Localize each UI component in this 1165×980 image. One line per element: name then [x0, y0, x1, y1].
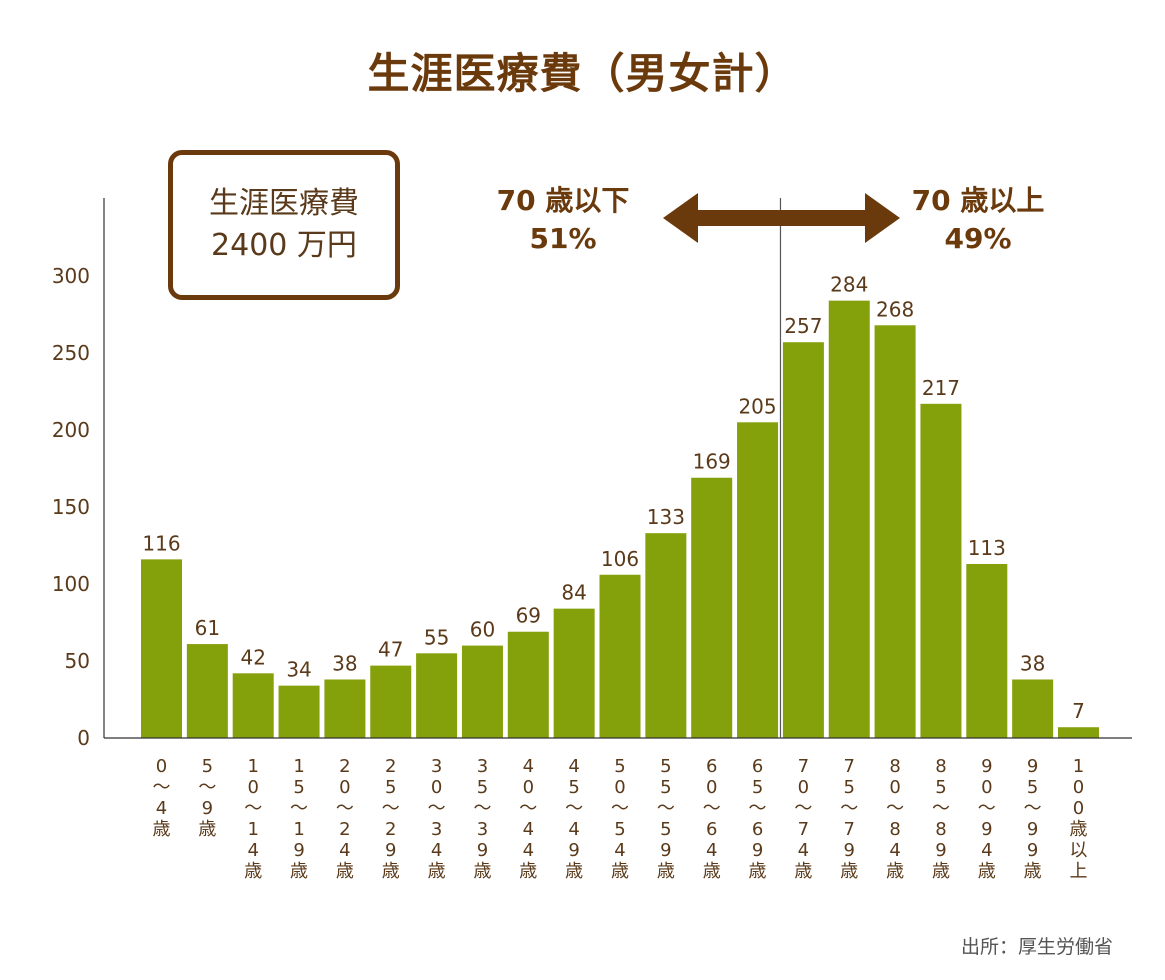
- axes-layer: 0 50 100 150 200 250 300 0 〜 4 歳 5 〜 9 歳 1 0 〜 1 4 歳 1 5 〜 1 9 歳 2 0…: [52, 198, 1132, 882]
- bar: [920, 403, 962, 738]
- over-70-annotation: 70 歳以上 49%: [878, 182, 1078, 258]
- bar: [186, 644, 228, 738]
- x-tick-label: 3 5 〜 3 9 歳: [473, 756, 491, 882]
- data-label: 84: [561, 581, 586, 605]
- data-label: 205: [738, 394, 776, 418]
- double-arrow-shape: [663, 193, 900, 243]
- lifetime-cost-label: 生涯医療費: [209, 186, 359, 221]
- data-label: 38: [332, 651, 357, 675]
- y-tick-label: 0: [77, 726, 90, 750]
- y-tick-label: 300: [52, 264, 90, 288]
- x-tick-label: 2 0 〜 2 4 歳: [336, 756, 354, 882]
- y-tick-label: 150: [52, 495, 90, 519]
- x-tick-label: 9 5 〜 9 9 歳: [1024, 756, 1042, 882]
- x-tick-label: 9 0 〜 9 4 歳: [978, 756, 996, 882]
- data-label: 113: [968, 536, 1006, 560]
- x-tick-label: 5 〜 9 歳: [198, 756, 216, 840]
- bar: [232, 673, 274, 738]
- lifetime-cost-box: 生涯医療費 2400 万円: [168, 150, 400, 300]
- x-tick-label: 5 0 〜 5 4 歳: [611, 756, 629, 882]
- bar: [737, 422, 779, 738]
- chart-title: 生涯医療費（男女計）: [367, 49, 798, 98]
- y-tick-label: 100: [52, 572, 90, 596]
- data-label: 60: [470, 618, 495, 642]
- bar: [370, 665, 412, 738]
- data-label: 257: [784, 314, 822, 338]
- over-70-label: 70 歳以上: [911, 184, 1045, 217]
- x-tick-label: 4 0 〜 4 4 歳: [519, 756, 537, 882]
- data-label: 42: [240, 645, 265, 669]
- under-70-percent: 51%: [529, 222, 597, 255]
- y-tick-label: 250: [52, 341, 90, 365]
- x-tick-label: 3 0 〜 3 4 歳: [428, 756, 446, 882]
- bar: [507, 631, 549, 738]
- bar: [874, 325, 916, 738]
- data-label: 284: [830, 273, 868, 297]
- x-tick-label: 8 5 〜 8 9 歳: [932, 756, 950, 882]
- x-tick-label: 7 0 〜 7 4 歳: [794, 756, 812, 882]
- data-label: 38: [1020, 651, 1045, 675]
- x-tick-label: 1 0 〜 1 4 歳: [244, 756, 262, 882]
- y-tick-label: 200: [52, 418, 90, 442]
- bar: [461, 645, 503, 738]
- x-tick-label: 0 〜 4 歳: [153, 756, 171, 840]
- bar: [278, 685, 320, 738]
- bar: [416, 653, 458, 738]
- data-label: 106: [601, 547, 639, 571]
- data-label: 55: [424, 625, 449, 649]
- data-label: 169: [693, 450, 731, 474]
- data-label: 69: [516, 604, 541, 628]
- data-label: 7: [1072, 699, 1085, 723]
- lifetime-cost-value: 2400 万円: [211, 228, 357, 263]
- bar: [1058, 727, 1099, 738]
- data-label: 34: [286, 658, 311, 682]
- bar: [782, 342, 824, 738]
- bar: [599, 574, 641, 738]
- y-tick-label: 50: [65, 649, 90, 673]
- data-label: 217: [922, 376, 960, 400]
- data-label: 116: [142, 531, 180, 555]
- bars-layer: 116 61 42 34 38 47 55 60 69 84 106 133 169 205 257 284 2…: [141, 273, 1099, 738]
- x-tick-label: 4 5 〜 4 9 歳: [565, 756, 583, 882]
- x-tick-label: 7 5 〜 7 9 歳: [840, 756, 858, 882]
- double-arrow-icon: [663, 193, 900, 243]
- data-label: 61: [195, 616, 220, 640]
- x-tick-label: 2 5 〜 2 9 歳: [382, 756, 400, 882]
- x-tick-label: 6 5 〜 6 9 歳: [749, 756, 767, 882]
- bar: [324, 679, 366, 738]
- bar: [141, 559, 182, 738]
- bar: [645, 533, 687, 738]
- under-70-label: 70 歳以下: [496, 184, 630, 217]
- source-note: 出所：厚生労働省: [960, 936, 1113, 958]
- bar: [691, 477, 733, 738]
- data-label: 268: [876, 297, 914, 321]
- under-70-annotation: 70 歳以下 51%: [463, 182, 663, 258]
- bar: [828, 300, 870, 738]
- data-label: 47: [378, 638, 403, 662]
- bar: [1012, 679, 1054, 738]
- data-label: 133: [647, 505, 685, 529]
- x-tick-label: 5 5 〜 5 9 歳: [657, 756, 675, 882]
- x-tick-label: 1 0 0 歳以上: [1070, 756, 1088, 882]
- over-70-percent: 49%: [944, 222, 1012, 255]
- x-tick-label: 6 0 〜 6 4 歳: [703, 756, 721, 882]
- x-tick-label: 8 0 〜 8 4 歳: [886, 756, 904, 882]
- bar: [966, 563, 1008, 738]
- bar: [553, 608, 595, 738]
- x-tick-label: 1 5 〜 1 9 歳: [290, 756, 308, 882]
